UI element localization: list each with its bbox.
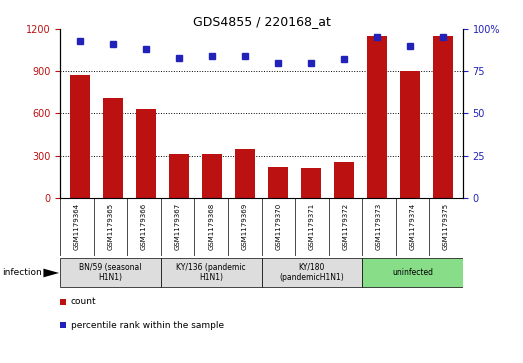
Text: percentile rank within the sample: percentile rank within the sample xyxy=(71,321,224,330)
Text: BN/59 (seasonal
H1N1): BN/59 (seasonal H1N1) xyxy=(79,262,142,282)
Text: KY/136 (pandemic
H1N1): KY/136 (pandemic H1N1) xyxy=(176,262,246,282)
Text: GSM1179366: GSM1179366 xyxy=(141,203,147,250)
Text: GSM1179364: GSM1179364 xyxy=(74,203,80,250)
Bar xyxy=(400,71,420,198)
Bar xyxy=(103,98,123,198)
Bar xyxy=(334,162,354,198)
Bar xyxy=(161,258,262,287)
Polygon shape xyxy=(43,269,59,277)
Text: uninfected: uninfected xyxy=(392,268,433,277)
Bar xyxy=(301,168,321,198)
Title: GDS4855 / 220168_at: GDS4855 / 220168_at xyxy=(192,15,331,28)
Text: GSM1179370: GSM1179370 xyxy=(275,203,281,250)
Text: GSM1179368: GSM1179368 xyxy=(208,203,214,250)
Bar xyxy=(433,36,453,198)
Bar xyxy=(268,167,288,198)
Text: GSM1179367: GSM1179367 xyxy=(175,203,180,250)
Text: infection: infection xyxy=(3,269,42,277)
Text: GSM1179375: GSM1179375 xyxy=(443,203,449,250)
Text: GSM1179372: GSM1179372 xyxy=(343,203,348,250)
Text: GSM1179371: GSM1179371 xyxy=(309,203,315,250)
Bar xyxy=(70,76,90,198)
Text: GSM1179369: GSM1179369 xyxy=(242,203,248,250)
Bar xyxy=(202,154,222,198)
Text: GSM1179374: GSM1179374 xyxy=(410,203,415,250)
Text: count: count xyxy=(71,297,96,306)
Bar xyxy=(235,148,255,198)
Bar xyxy=(169,154,189,198)
Text: GSM1179365: GSM1179365 xyxy=(108,203,113,250)
Bar xyxy=(60,258,161,287)
Text: GSM1179373: GSM1179373 xyxy=(376,203,382,250)
Bar xyxy=(262,258,362,287)
Bar xyxy=(136,109,156,198)
Bar xyxy=(367,36,387,198)
Text: KY/180
(pandemicH1N1): KY/180 (pandemicH1N1) xyxy=(279,262,344,282)
Bar xyxy=(362,258,463,287)
